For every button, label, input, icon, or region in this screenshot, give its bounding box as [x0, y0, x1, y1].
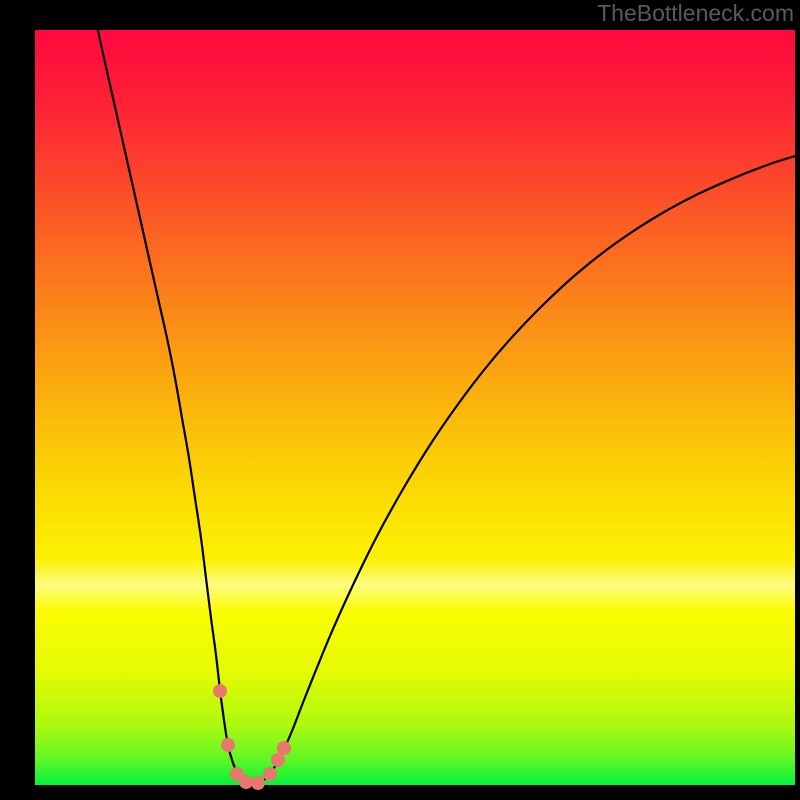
curve-marker	[277, 741, 291, 755]
watermark-text: TheBottleneck.com	[597, 0, 794, 27]
chart-container: TheBottleneck.com	[0, 0, 800, 800]
plot-background	[35, 30, 795, 785]
curve-marker	[213, 684, 227, 698]
curve-marker	[263, 767, 277, 781]
curve-marker	[239, 775, 253, 789]
curve-marker	[271, 753, 285, 767]
curve-marker	[221, 738, 235, 752]
curve-marker	[251, 776, 265, 790]
chart-svg	[0, 0, 800, 800]
